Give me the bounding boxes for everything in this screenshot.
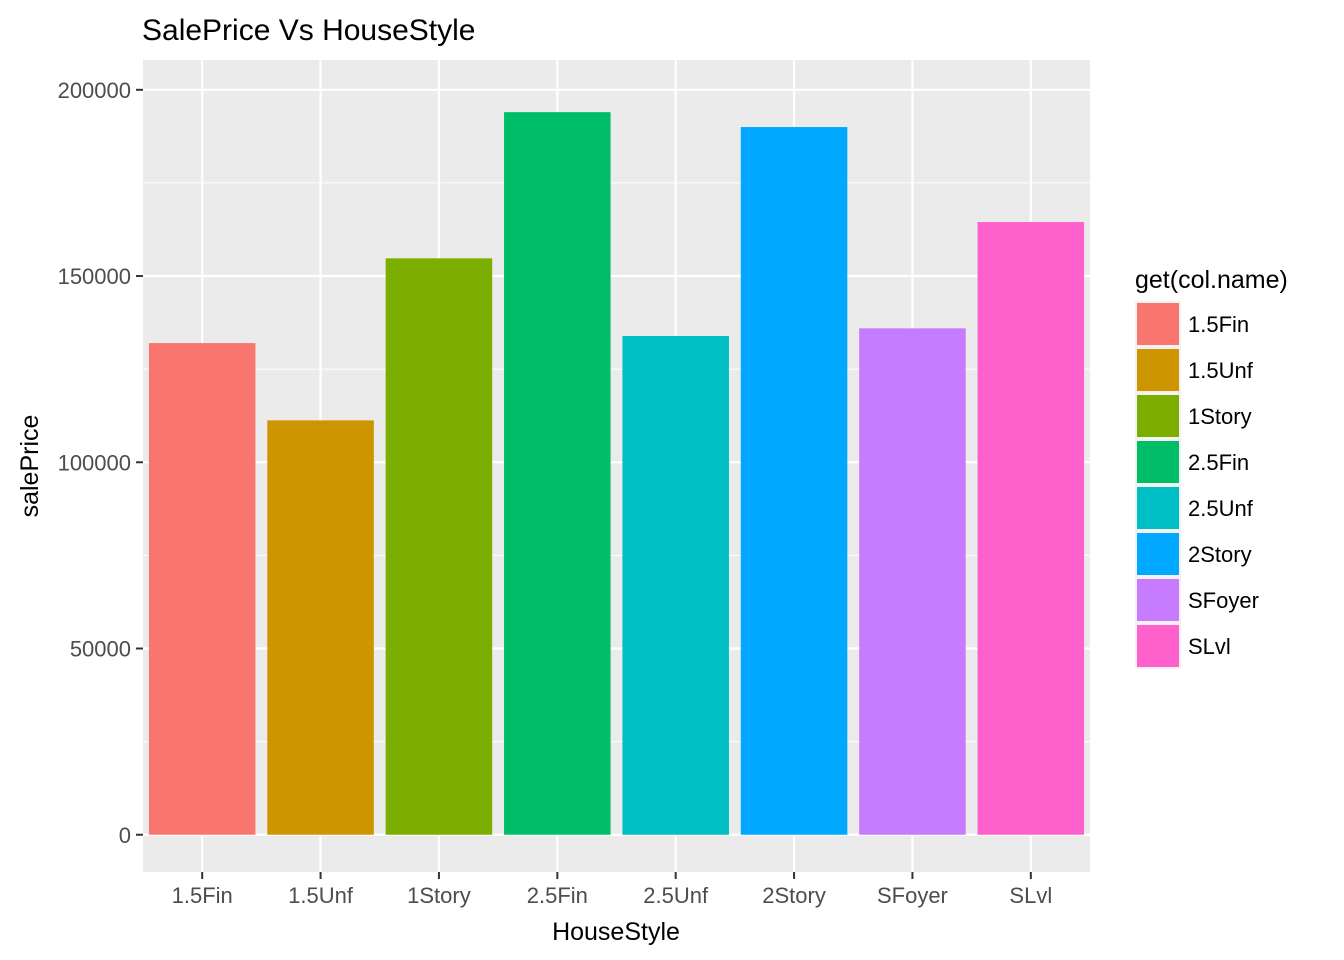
legend-label: 1.5Unf xyxy=(1188,358,1254,383)
bar-2.5Unf xyxy=(622,336,729,835)
bar-1.5Fin xyxy=(148,343,256,835)
bar-2.5Fin xyxy=(504,112,611,835)
x-tick-label: 2Story xyxy=(762,883,826,908)
legend-label: 2Story xyxy=(1188,542,1252,567)
legend-label: SLvl xyxy=(1188,634,1231,659)
x-tick-label: 2.5Unf xyxy=(643,883,709,908)
y-axis-title: salePrice xyxy=(16,415,44,518)
y-tick-label: 0 xyxy=(119,823,131,848)
legend-swatch-SFoyer xyxy=(1137,579,1179,621)
x-tick-label: 1.5Fin xyxy=(172,883,233,908)
y-axis: 0 50000 100000 150000 200000 xyxy=(58,78,143,848)
x-tick-label: 1.5Unf xyxy=(288,883,354,908)
x-axis: 1.5Fin 1.5Unf 1Story 2.5Fin 2.5Unf 2Story SFoy… xyxy=(172,872,1052,908)
legend-swatch-1.5Unf xyxy=(1137,349,1179,391)
x-tick-label: SFoyer xyxy=(877,883,948,908)
x-tick-label: SLvl xyxy=(1009,883,1052,908)
y-tick-label: 200000 xyxy=(58,78,131,103)
x-tick-label: 2.5Fin xyxy=(527,883,588,908)
legend-title: get(col.name) xyxy=(1135,266,1288,294)
bar-1Story xyxy=(385,258,493,835)
legend: get(col.name) 1.5Fin 1.5Unf 1Story 2.5Fin 2.… xyxy=(1135,266,1288,669)
legend-label: 1Story xyxy=(1188,404,1252,429)
legend-swatch-2.5Unf xyxy=(1137,487,1179,529)
x-tick-label: 1Story xyxy=(407,883,471,908)
y-tick-label: 100000 xyxy=(58,450,131,475)
bar-SFoyer xyxy=(859,328,966,835)
bars xyxy=(148,112,1085,835)
legend-label: 2.5Unf xyxy=(1188,496,1254,521)
x-axis-title: HouseStyle xyxy=(552,918,680,946)
legend-swatch-1.5Fin xyxy=(1137,303,1179,345)
legend-swatch-SLvl xyxy=(1137,625,1179,667)
legend-label: 1.5Fin xyxy=(1188,312,1249,337)
y-tick-label: 50000 xyxy=(70,637,131,662)
legend-swatch-2Story xyxy=(1137,533,1179,575)
legend-swatch-1Story xyxy=(1137,395,1179,437)
legend-label: SFoyer xyxy=(1188,588,1259,613)
bar-SLvl xyxy=(977,222,1085,835)
bar-1.5Unf xyxy=(267,420,374,835)
legend-swatch-2.5Fin xyxy=(1137,441,1179,483)
y-tick-label: 150000 xyxy=(58,264,131,289)
bar-2Story xyxy=(740,127,848,835)
chart-title: SalePrice Vs HouseStyle xyxy=(142,14,476,47)
legend-label: 2.5Fin xyxy=(1188,450,1249,475)
